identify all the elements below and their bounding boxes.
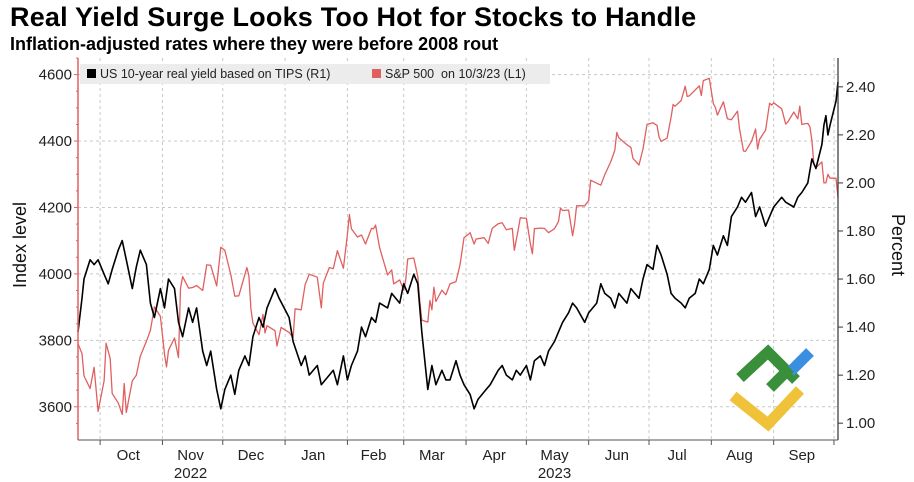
- legend-label-real-yield: US 10-year real yield based on TIPS (R1): [100, 67, 330, 81]
- y-right-tick-label: 2.00: [846, 175, 875, 192]
- y-left-tick-label: 4000: [39, 266, 72, 283]
- y-left-tick-label: 4400: [39, 133, 72, 150]
- x-tick-label: Jul: [668, 447, 687, 464]
- chart-subtitle: Inflation-adjusted rates where they were…: [10, 34, 499, 54]
- x-year-label: 2022: [174, 465, 207, 482]
- axes: 3600 3800 4000 4200 4400 4600 1.00 1.20 1.40 1.60…: [39, 57, 875, 482]
- x-tick-label: Oct: [117, 447, 141, 464]
- y-right-tick-label: 1.00: [846, 415, 875, 432]
- x-tick-label: Jan: [301, 447, 325, 464]
- chart-title: Real Yield Surge Looks Too Hot for Stock…: [10, 2, 697, 32]
- y-left-tick-label: 4600: [39, 67, 72, 84]
- legend-swatch-real-yield: [87, 69, 96, 78]
- legend-label-sp500: S&P 500 on 10/3/23 (L1): [385, 67, 526, 81]
- series-line-sp500: [77, 77, 839, 416]
- x-tick-label: Mar: [419, 447, 445, 464]
- x-tick-label: Jun: [605, 447, 629, 464]
- x-tick-label: Apr: [483, 447, 506, 464]
- y-right-tick-label: 2.20: [846, 127, 875, 144]
- y-axis-left-title: Index level: [10, 202, 30, 288]
- x-tick-label: Feb: [361, 447, 387, 464]
- y-axis-right-title: Percent: [888, 214, 908, 276]
- x-tick-label: May: [540, 447, 569, 464]
- x-tick-label: Dec: [238, 447, 265, 464]
- legend: US 10-year real yield based on TIPS (R1)…: [80, 64, 550, 84]
- y-left-tick-label: 3600: [39, 399, 72, 416]
- y-left-tick-label: 4200: [39, 199, 72, 216]
- x-tick-label: Nov: [177, 447, 204, 464]
- y-right-tick-label: 1.80: [846, 223, 875, 240]
- series-layer: [77, 77, 839, 416]
- y-right-tick-label: 1.20: [846, 367, 875, 384]
- series-line-real-yield: [77, 81, 839, 410]
- y-right-tick-label: 1.60: [846, 271, 875, 288]
- legend-box: [80, 64, 550, 84]
- y-right-tick-label: 1.40: [846, 319, 875, 336]
- x-year-label: 2023: [538, 465, 571, 482]
- x-tick-label: Aug: [726, 447, 753, 464]
- brand-logo: [729, 344, 814, 432]
- legend-swatch-sp500: [372, 69, 381, 78]
- x-tick-label: Sep: [788, 447, 815, 464]
- y-right-tick-label: 2.40: [846, 79, 875, 96]
- y-left-tick-label: 3800: [39, 332, 72, 349]
- grid: [78, 58, 838, 440]
